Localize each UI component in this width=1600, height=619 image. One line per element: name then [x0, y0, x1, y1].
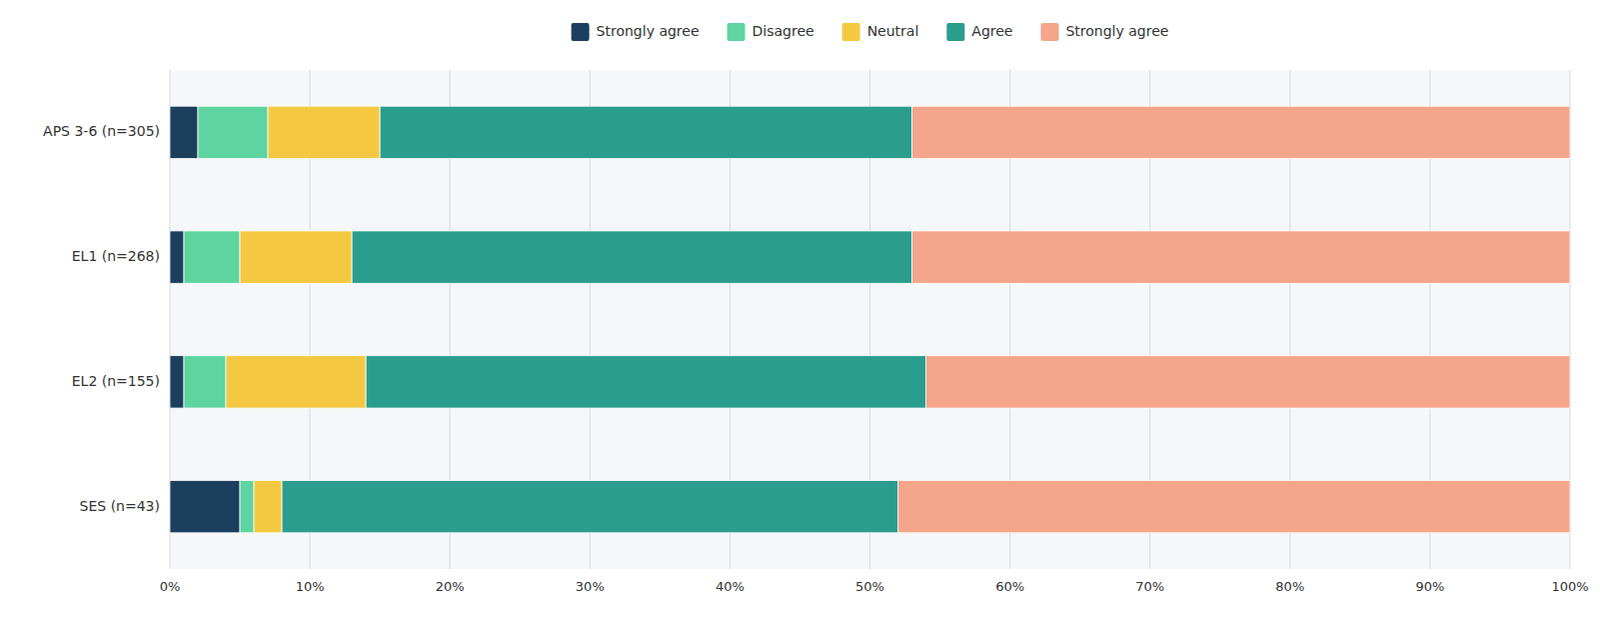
legend-label: Neutral [867, 22, 920, 39]
legend-swatch [1040, 22, 1059, 41]
category-label: SES (n=43) [79, 497, 160, 514]
x-tick-label: 0% [159, 578, 181, 594]
bar-segment [239, 479, 254, 532]
bar-segment [169, 479, 240, 532]
bar-segment [912, 105, 1571, 158]
grid [169, 69, 1571, 569]
bar-segment [898, 479, 1571, 532]
bar-segment [183, 355, 226, 408]
y-axis: APS 3-6 (n=305) EL1 (n=268) EL2 (n=155) SES… [42, 122, 160, 513]
x-tick-label: 70% [1135, 578, 1165, 594]
bars [169, 105, 1571, 533]
series [183, 105, 268, 533]
bar-segment [267, 105, 380, 158]
bar-segment [239, 230, 352, 283]
category-label: EL2 (n=155) [71, 372, 160, 389]
x-tick-label: 40% [715, 578, 745, 594]
x-tick-label: 100% [1551, 578, 1589, 594]
legend-swatch [571, 22, 590, 41]
series [225, 105, 380, 533]
x-tick-label: 20% [435, 578, 465, 594]
category-label: APS 3-6 (n=305) [42, 122, 160, 139]
bar-segment [169, 355, 184, 408]
legend-item: Strongly agree [571, 22, 700, 41]
legend-item: Agree [946, 22, 1013, 41]
x-tick-label: 30% [575, 578, 605, 594]
legend-swatch [842, 22, 861, 41]
bar-segment [169, 105, 198, 158]
bar-segment [225, 355, 366, 408]
bar-segment [926, 355, 1571, 408]
legend: Strongly agree Disagree Neutral Agree Strong… [571, 22, 1170, 41]
x-tick-label: 60% [995, 578, 1025, 594]
bar-segment [281, 479, 898, 532]
x-tick-label: 10% [295, 578, 325, 594]
legend-item: Neutral [842, 22, 920, 41]
series [169, 105, 240, 533]
series [281, 105, 926, 533]
bar-segment [169, 230, 184, 283]
legend-item: Disagree [727, 22, 815, 41]
legend-label: Agree [971, 22, 1013, 39]
bar-segment [351, 230, 912, 283]
plot-area [169, 69, 1571, 569]
bar-segment [379, 105, 912, 158]
legend-label: Strongly agree [1065, 22, 1169, 39]
chart: 0% 10% 20% 30% 40% 50% 60% 70% 80% 90% 100% APS 3-6… [0, 0, 1600, 619]
x-tick-label: 80% [1275, 578, 1305, 594]
legend-label: Disagree [752, 22, 815, 39]
x-tick-label: 90% [1415, 578, 1445, 594]
bar-segment [197, 105, 268, 158]
bar-segment [912, 230, 1571, 283]
bar-segment [183, 230, 240, 283]
series [898, 105, 1571, 533]
legend-label: Strongly agree [596, 22, 700, 39]
category-label: EL1 (n=268) [71, 247, 160, 264]
legend-swatch [946, 22, 965, 41]
legend-item: Strongly agree [1040, 22, 1169, 41]
legend-swatch [727, 22, 746, 41]
x-tick-label: 50% [855, 578, 885, 594]
x-axis: 0% 10% 20% 30% 40% 50% 60% 70% 80% 90% 100% [159, 578, 1590, 594]
bar-segment [253, 479, 282, 532]
bar-segment [365, 355, 926, 408]
